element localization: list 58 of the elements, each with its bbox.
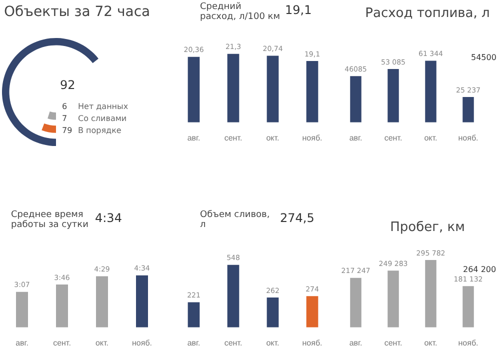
bar: [96, 276, 108, 328]
x-tick-label: нояб.: [302, 338, 322, 348]
x-tick-label: авг.: [187, 338, 200, 348]
bar: [425, 260, 436, 328]
bar: [16, 292, 28, 328]
bar: [136, 275, 148, 328]
chart-title: Среднее время работы за сутки: [11, 210, 90, 230]
data-label: 79: [62, 126, 72, 136]
x-tick-label: окт.: [266, 338, 280, 348]
data-label: 7: [62, 114, 68, 124]
x-tick-label: нояб.: [132, 338, 152, 348]
bar: [350, 278, 362, 328]
category-label: Со сливами: [78, 114, 127, 124]
x-tick-label: нояб.: [458, 338, 478, 348]
x-tick-label: сент.: [384, 338, 402, 348]
bar: [266, 56, 279, 122]
category-label: В порядке: [78, 126, 122, 136]
bar: [388, 270, 399, 328]
x-tick-label: нояб.: [302, 133, 322, 142]
text: 19,1: [285, 3, 312, 17]
annotation: 54500: [471, 53, 496, 62]
x-tick-label: авг.: [349, 133, 362, 142]
text: Объекты за 72 часа: [4, 4, 152, 20]
bar: [227, 54, 240, 122]
x-tick-label: сент.: [384, 133, 402, 142]
text: 274,5: [280, 211, 314, 225]
bar: [306, 296, 318, 328]
x-tick-label: авг.: [349, 338, 362, 348]
x-tick-label: окт.: [95, 338, 109, 348]
text: 4:34: [95, 211, 122, 225]
bar: [388, 69, 399, 122]
bar: [462, 286, 474, 328]
bar: [425, 60, 436, 122]
x-tick-label: сент.: [53, 338, 71, 348]
bar: [350, 76, 362, 122]
x-tick-label: окт.: [424, 338, 438, 348]
bar: [462, 97, 474, 122]
bar: [188, 302, 200, 328]
chart-title: Объем сливов, л: [200, 210, 270, 230]
x-tick-label: окт.: [424, 133, 438, 142]
chart-title: Пробег, км: [389, 220, 466, 235]
category-label: Нет данных: [78, 102, 128, 112]
data-label: 6: [62, 102, 68, 112]
x-tick-label: нояб.: [458, 133, 478, 142]
x-tick-label: окт.: [266, 133, 280, 142]
x-tick-label: сент.: [224, 338, 242, 348]
bar: [188, 56, 200, 122]
bar: [227, 264, 240, 328]
x-tick-label: сент.: [224, 133, 242, 142]
text: 92: [60, 78, 76, 92]
annotation: 264 200: [463, 265, 496, 274]
chart-title: Расход топлива, л: [364, 6, 491, 21]
bar: [56, 284, 68, 328]
bar: [306, 60, 318, 122]
bar: [266, 298, 279, 328]
x-tick-label: авг.: [187, 133, 200, 142]
chart-title: Средний расход, л/100 км: [200, 2, 280, 22]
x-tick-label: авг.: [16, 338, 28, 348]
